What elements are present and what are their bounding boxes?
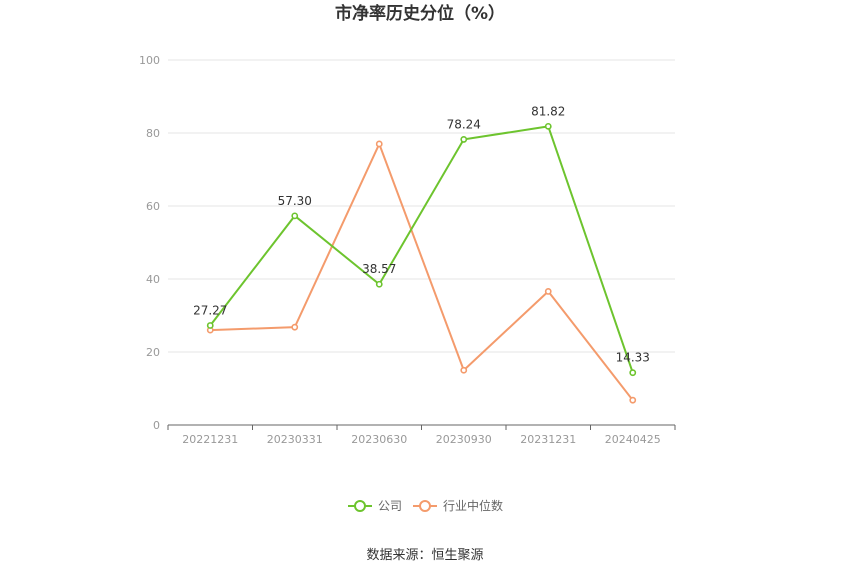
x-tick-label: 20240425	[605, 433, 661, 446]
y-axis: 0 20 40 60 80 100	[139, 54, 160, 432]
data-point	[375, 140, 383, 148]
data-label: 81.82	[531, 104, 565, 118]
series-industry-median	[206, 140, 637, 404]
legend[interactable]: 公司 行业中位数	[348, 498, 503, 513]
chart-title: 市净率历史分位（%）	[335, 3, 505, 24]
data-point	[629, 396, 637, 404]
legend-item-company[interactable]: 公司	[348, 499, 402, 513]
x-tick-label: 20231231	[520, 433, 576, 446]
y-tick-label: 0	[153, 419, 160, 432]
series-group: 27.27 57.30 38.57 78.24 81.82 14.33	[193, 104, 650, 404]
x-tick-label: 20230331	[267, 433, 323, 446]
data-point	[206, 322, 214, 329]
series-company: 27.27 57.30 38.57 78.24 81.82 14.33	[193, 104, 650, 377]
data-label: 57.30	[278, 194, 312, 208]
data-point	[460, 366, 468, 374]
data-source: 数据来源：恒生聚源	[366, 548, 483, 563]
data-point	[291, 212, 299, 220]
x-tick-label: 20230930	[436, 433, 492, 446]
data-point	[291, 323, 299, 331]
legend-label: 行业中位数	[443, 498, 503, 513]
grid-lines	[168, 59, 675, 353]
data-label: 78.24	[447, 117, 481, 131]
y-tick-label: 100	[139, 54, 160, 67]
x-tick-label: 20221231	[182, 433, 238, 446]
legend-marker-icon	[354, 500, 366, 512]
y-tick-label: 80	[146, 127, 160, 140]
legend-item-industry-median[interactable]: 行业中位数	[413, 498, 503, 513]
x-axis: 20221231 20230331 20230630 20230930 20231231…	[167, 424, 676, 446]
data-label: 38.57	[362, 262, 396, 276]
x-tick-label: 20230630	[351, 433, 407, 446]
series-line	[210, 141, 634, 401]
y-tick-label: 40	[146, 273, 160, 286]
data-label: 27.27	[193, 303, 227, 317]
series-line	[209, 125, 634, 374]
y-tick-label: 60	[146, 200, 160, 213]
data-point	[375, 280, 383, 288]
y-tick-label: 20	[146, 346, 160, 359]
legend-label: 公司	[378, 499, 402, 513]
data-label: 14.33	[616, 351, 650, 365]
data-point	[460, 136, 468, 143]
data-point	[629, 369, 637, 377]
legend-marker-icon	[419, 500, 431, 512]
data-point	[544, 122, 552, 130]
data-point	[544, 288, 552, 295]
